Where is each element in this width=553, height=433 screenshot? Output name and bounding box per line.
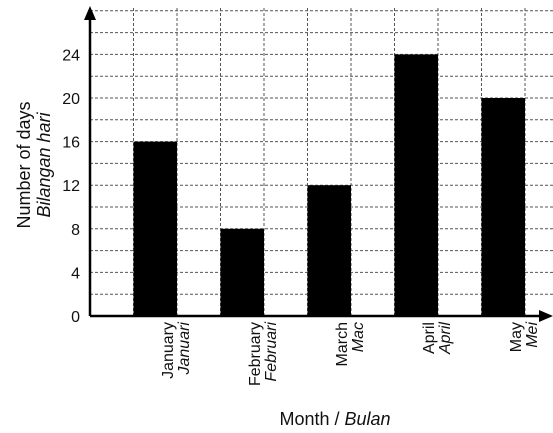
- y-axis-title-malay: Bilangan hari: [34, 111, 54, 217]
- x-axis-title-malay: Bulan: [345, 409, 391, 429]
- x-axis-title: Month / Bulan: [279, 409, 390, 429]
- x-tick-label-may: May: [508, 322, 525, 352]
- x-tick-label-malay-mei: Mei: [524, 322, 541, 348]
- axes: [84, 6, 553, 322]
- bar-january: [133, 141, 177, 316]
- y-tick-label: 8: [71, 222, 80, 239]
- x-tick-label-february: February: [247, 322, 264, 386]
- x-tick-label-january: January: [160, 322, 177, 379]
- x-axis-arrow-icon: [539, 310, 553, 322]
- bar-may: [481, 98, 525, 316]
- bar-february: [220, 228, 264, 316]
- y-tick-labels: 0 4 8 12 16 20 24: [62, 47, 80, 326]
- y-axis-title: Number of days: [14, 101, 34, 228]
- x-axis-title-english: Month: [279, 409, 329, 429]
- y-tick-label: 12: [62, 178, 80, 195]
- y-axis-arrow-icon: [84, 6, 96, 20]
- x-category-labels: January Januari February Februari March Mac Ap…: [160, 322, 541, 386]
- x-tick-label-malay-april: April: [437, 322, 454, 355]
- y-tick-label: 24: [62, 47, 80, 64]
- bars: [133, 54, 525, 317]
- x-axis-title-separator: /: [329, 409, 344, 429]
- bar-april: [394, 54, 438, 317]
- bar-march: [307, 185, 351, 316]
- x-tick-label-malay-januari: Januari: [176, 322, 193, 376]
- x-tick-label-april: April: [421, 322, 438, 354]
- y-tick-label: 4: [71, 265, 80, 282]
- x-tick-label-march: March: [334, 322, 351, 366]
- y-tick-label: 0: [71, 309, 80, 326]
- y-tick-label: 16: [62, 135, 80, 152]
- y-tick-label: 20: [62, 91, 80, 108]
- x-tick-label-malay-mac: Mac: [350, 322, 367, 352]
- x-tick-label-malay-februari: Februari: [263, 322, 280, 382]
